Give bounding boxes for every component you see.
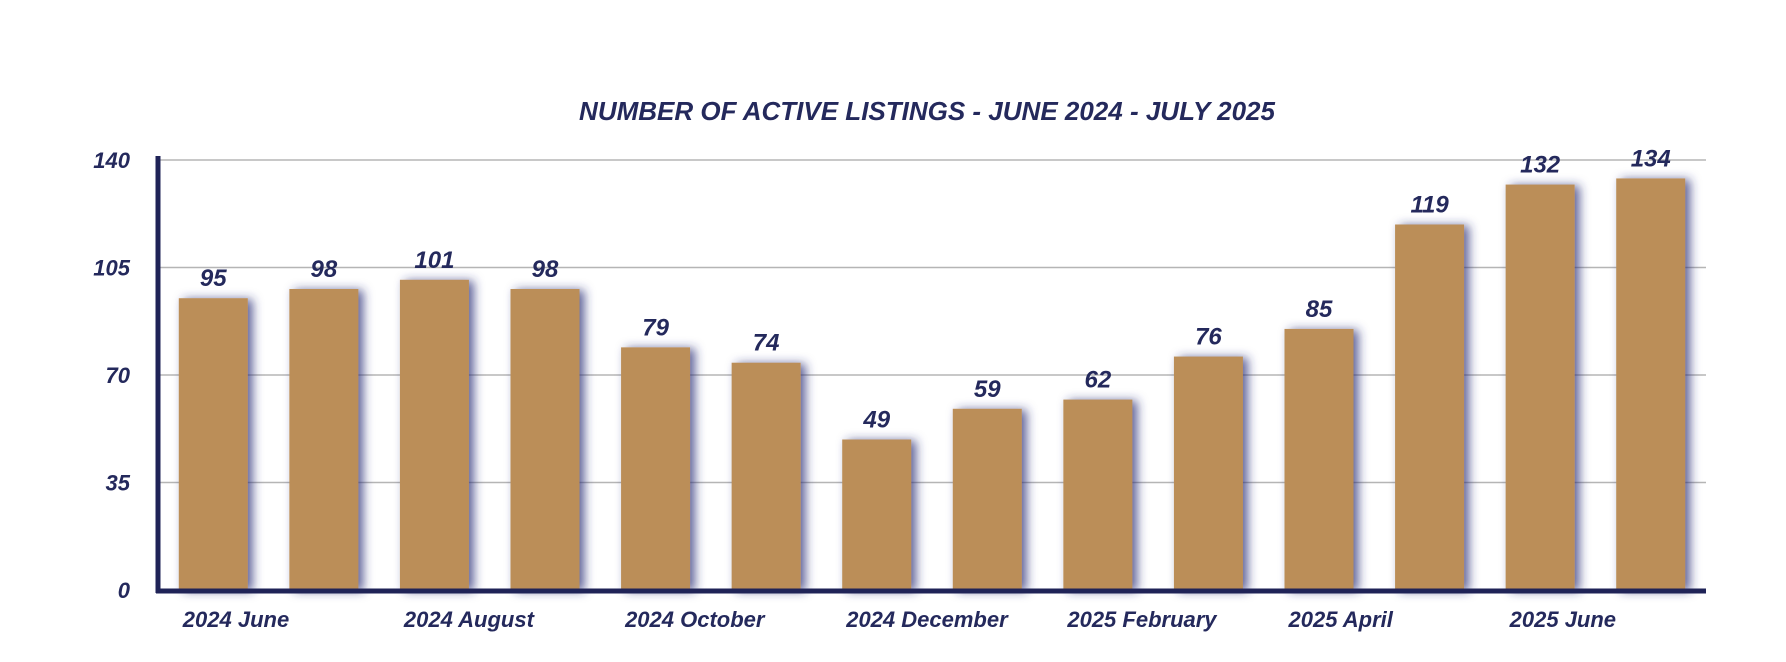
y-tick-label: 0 xyxy=(118,578,131,603)
y-tick-label: 140 xyxy=(93,148,130,173)
data-label: 119 xyxy=(1410,192,1449,219)
x-tick-label: 2024 June xyxy=(182,607,289,632)
gridlines xyxy=(158,159,1706,484)
bars xyxy=(178,178,1686,591)
data-label: 101 xyxy=(414,247,454,274)
y-tick-label: 70 xyxy=(106,363,131,388)
bar xyxy=(289,289,359,590)
axes: 0 35 70 105 140 2024 June 2024 August 2024 Octo… xyxy=(93,148,1706,632)
x-tick-label: 2025 April xyxy=(1288,607,1394,632)
bar xyxy=(731,362,801,590)
data-label: 62 xyxy=(1085,367,1112,394)
data-label: 134 xyxy=(1631,145,1671,172)
bar xyxy=(1395,224,1465,590)
bar xyxy=(178,298,248,590)
data-label: 79 xyxy=(642,314,669,341)
value-labels: 95 98 101 98 79 74 49 59 62 76 85 119 132 134 xyxy=(200,145,1671,433)
data-label: 85 xyxy=(1306,296,1333,323)
y-tick-label: 105 xyxy=(93,256,130,281)
bar xyxy=(1063,399,1133,590)
x-tick-label: 2025 June xyxy=(1509,607,1616,632)
y-tick-label: 35 xyxy=(106,471,131,496)
bar xyxy=(1173,356,1243,590)
data-label: 49 xyxy=(862,407,890,434)
bar xyxy=(952,408,1022,590)
chart-title: NUMBER OF ACTIVE LISTINGS - JUNE 2024 - … xyxy=(579,96,1275,126)
bar xyxy=(842,439,912,590)
data-label: 95 xyxy=(200,265,227,292)
bar xyxy=(399,279,469,590)
x-tick-label: 2024 December xyxy=(845,607,1009,632)
bar xyxy=(621,347,691,590)
data-label: 98 xyxy=(311,256,338,283)
x-tick-label: 2024 August xyxy=(403,607,536,632)
bar xyxy=(1505,184,1575,591)
data-label: 132 xyxy=(1520,152,1561,179)
data-label: 59 xyxy=(974,376,1001,403)
bar xyxy=(1284,328,1354,590)
x-tick-label: 2025 February xyxy=(1066,607,1218,632)
data-label: 98 xyxy=(532,256,559,283)
x-tick-label: 2024 October xyxy=(624,607,766,632)
bar xyxy=(510,289,580,590)
data-label: 74 xyxy=(753,330,780,357)
data-label: 76 xyxy=(1195,324,1222,351)
bar xyxy=(1616,178,1686,590)
